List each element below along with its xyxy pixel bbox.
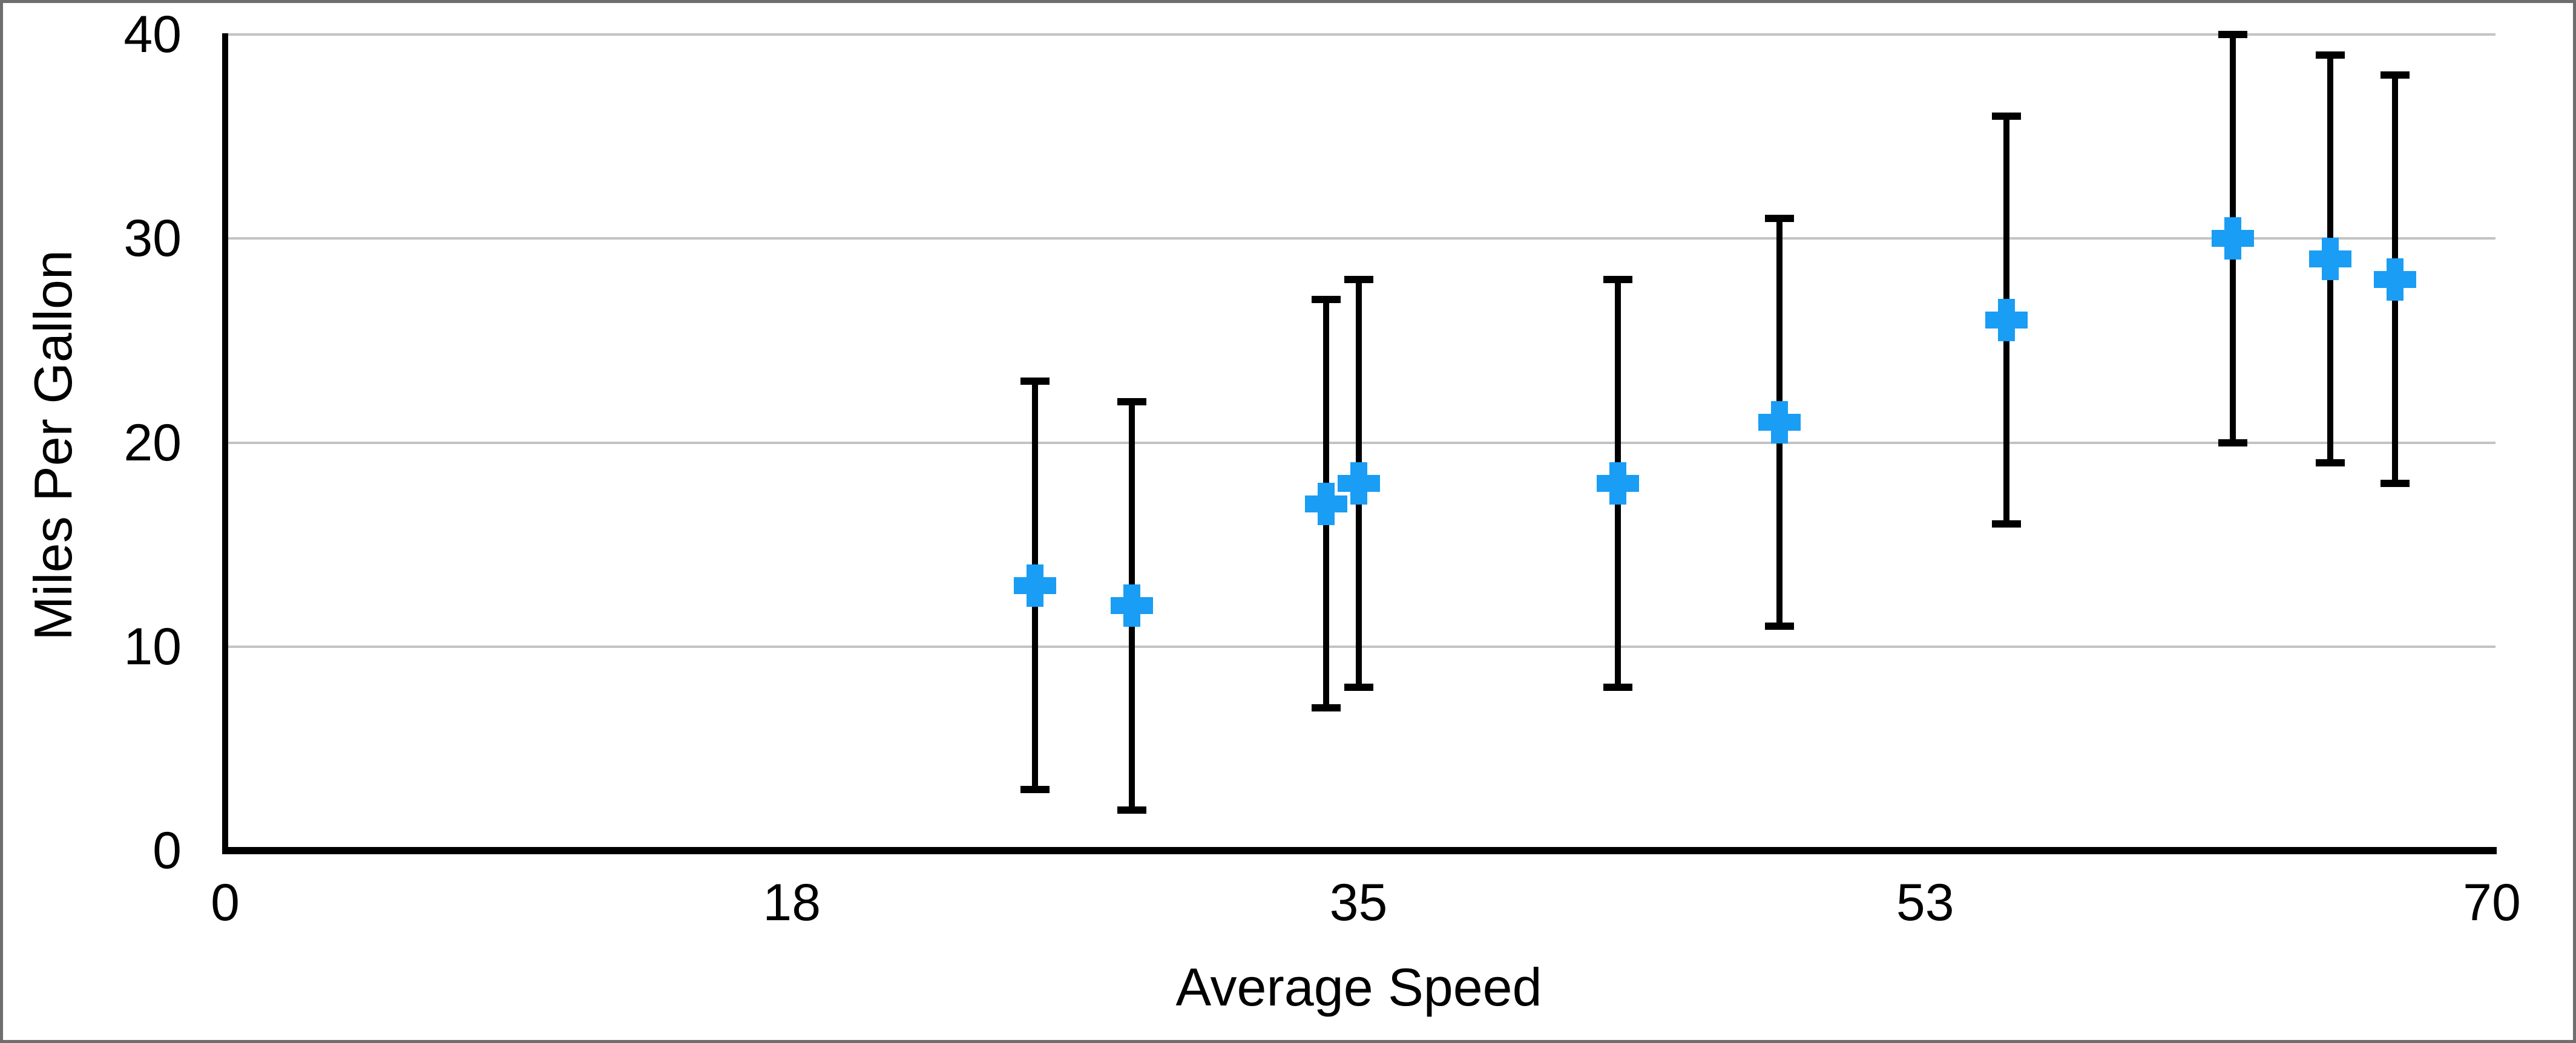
data-point-marker[interactable] — [1596, 462, 1639, 505]
error-bar-cap-bottom — [1020, 785, 1050, 793]
error-bar-cap-top — [1344, 275, 1373, 283]
data-point-marker[interactable] — [1111, 584, 1153, 627]
gridline-y-30 — [224, 237, 2496, 240]
x-tick-label-0: 0 — [211, 874, 240, 932]
gridline-y-40 — [224, 33, 2496, 36]
error-bar-cap-bottom — [1344, 684, 1373, 692]
data-point-marker[interactable] — [1985, 299, 2028, 342]
y-tick-label-20: 20 — [123, 413, 182, 472]
data-point-marker[interactable] — [2212, 217, 2254, 260]
marker-horizontal-bar — [1596, 474, 1639, 492]
data-point-marker[interactable] — [1758, 401, 1801, 443]
error-bar-cap-bottom — [2380, 479, 2410, 487]
y-axis-line — [222, 33, 228, 854]
marker-horizontal-bar — [1111, 597, 1153, 615]
error-bar-cap-bottom — [1991, 520, 2021, 528]
marker-horizontal-bar — [1305, 495, 1347, 512]
data-point-marker[interactable] — [1337, 462, 1380, 505]
error-bar-cap-top — [1117, 398, 1146, 406]
y-tick-label-10: 10 — [123, 617, 182, 676]
marker-horizontal-bar — [1013, 577, 1056, 594]
marker-horizontal-bar — [1337, 474, 1380, 492]
marker-horizontal-bar — [2308, 250, 2351, 267]
data-point-marker[interactable] — [2308, 237, 2351, 280]
marker-horizontal-bar — [1985, 312, 2028, 329]
data-point-marker[interactable] — [1013, 564, 1056, 607]
error-bar-cap-top — [1603, 275, 1632, 283]
x-axis-line — [222, 847, 2497, 854]
error-bar-cap-top — [1991, 112, 2021, 120]
y-tick-label-30: 30 — [123, 209, 182, 268]
error-bar-cap-top — [2380, 71, 2410, 79]
error-bar-cap-bottom — [1117, 806, 1146, 814]
error-bar-cap-bottom — [1603, 684, 1632, 692]
y-tick-label-40: 40 — [123, 5, 182, 64]
marker-horizontal-bar — [2373, 270, 2416, 288]
x-axis-title: Average Speed — [1175, 957, 1542, 1017]
data-point-marker[interactable] — [1305, 482, 1347, 525]
x-tick-label-53: 53 — [1896, 874, 1954, 932]
x-tick-label-70: 70 — [2463, 874, 2521, 932]
y-tick-label-0: 0 — [153, 822, 182, 880]
y-axis-title: Miles Per Gallon — [23, 250, 83, 641]
data-point-marker[interactable] — [2373, 258, 2416, 301]
error-bar-cap-bottom — [2315, 459, 2345, 467]
error-bar-cap-top — [1765, 214, 1794, 222]
error-bar-cap-top — [1312, 296, 1341, 304]
marker-horizontal-bar — [1758, 413, 1801, 431]
error-bar-cap-bottom — [1765, 623, 1794, 630]
error-bar-cap-top — [2315, 51, 2345, 59]
error-bar-cap-bottom — [2218, 439, 2247, 446]
error-bar-cap-top — [1020, 378, 1050, 385]
marker-horizontal-bar — [2212, 230, 2254, 247]
error-bar-cap-bottom — [1312, 704, 1341, 711]
error-bar-cap-top — [2218, 31, 2247, 38]
x-tick-label-35: 35 — [1329, 874, 1388, 932]
x-tick-label-18: 18 — [763, 874, 821, 932]
